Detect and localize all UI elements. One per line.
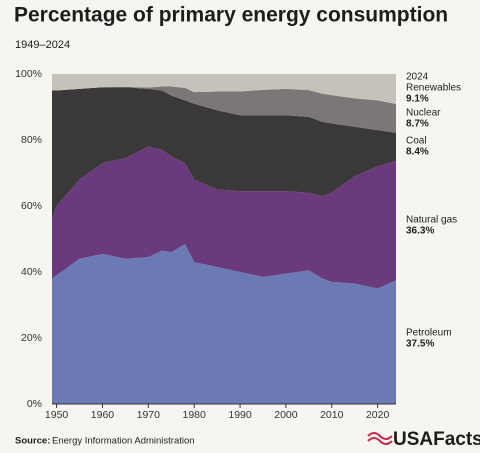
x-tick-label: 1970 [137,409,161,421]
legend-label: Petroleum [406,328,452,339]
x-tick-label: 1990 [228,409,252,421]
y-tick-label: 40% [21,266,42,278]
y-tick-label: 100% [15,68,42,80]
value-label: 8.4% [406,147,429,158]
source-label: Source: [15,436,50,447]
area [52,146,396,289]
area [52,243,396,404]
legend-label: Natural gas [406,215,457,226]
y-tick-label: 20% [21,332,42,344]
y-tick-label: 80% [21,134,42,146]
x-tick-label: 1950 [45,409,69,421]
legend-label: Renewables [406,83,461,94]
value-label: 8.7% [406,119,429,130]
x-tick-label: 1980 [183,409,207,421]
logo: USAFacts [393,429,480,450]
x-tick-label: 1960 [91,409,115,421]
chart-title: Percentage of primary energy consumption [14,4,448,27]
area [52,86,396,133]
value-label: 9.1% [406,94,429,105]
logo-icon [367,432,393,445]
area [52,74,396,105]
y-tick-label: 0% [27,398,42,410]
source: Energy Information Administration [52,436,195,447]
legend-label: Nuclear [406,108,441,119]
value-label: 37.5% [406,339,434,350]
y-tick-label: 60% [21,200,42,212]
legend-year: 2024 [406,72,429,83]
x-tick-label: 2010 [320,409,344,421]
x-tick-label: 2000 [274,409,298,421]
chart-subtitle: 1949–2024 [15,39,70,51]
area [52,87,396,220]
value-label: 36.3% [406,226,434,237]
x-tick-label: 2020 [366,409,390,421]
legend-label: Coal [406,136,427,147]
